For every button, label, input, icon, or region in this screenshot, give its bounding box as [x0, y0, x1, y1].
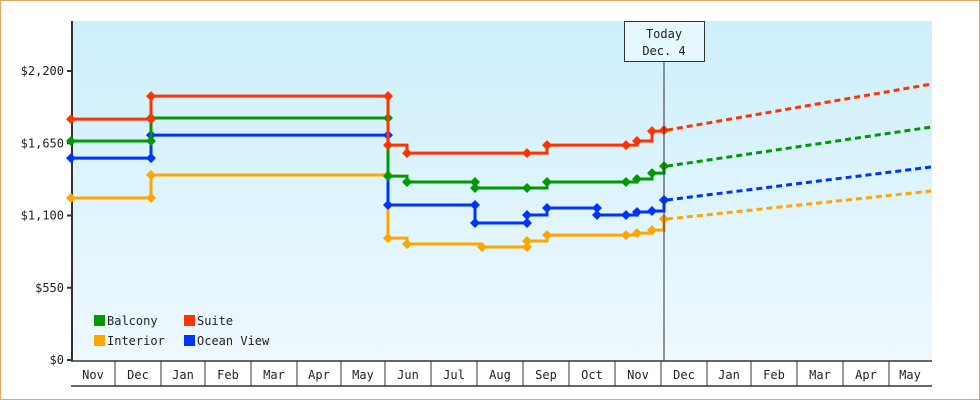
interior-point-marker[interactable]: [383, 233, 393, 244]
interior-point-marker[interactable]: [632, 228, 642, 239]
x-tick-label: Mar: [809, 368, 831, 382]
legend-label: Interior: [107, 334, 165, 348]
suite-point-marker[interactable]: [621, 140, 631, 151]
balcony-point-marker[interactable]: [542, 177, 552, 188]
legend-item-balcony[interactable]: Balcony: [94, 314, 158, 328]
balcony-point-marker[interactable]: [647, 168, 657, 179]
balcony-point-marker[interactable]: [66, 136, 76, 147]
legend-label: Balcony: [107, 314, 158, 328]
suite-point-marker[interactable]: [632, 136, 642, 147]
today-label: Today: [646, 27, 682, 41]
x-tick-label: Jul: [443, 368, 465, 382]
suite-point-marker[interactable]: [647, 126, 657, 137]
today-box: [624, 21, 705, 62]
y-tick-label: $0: [50, 353, 64, 367]
x-tick-label: Mar: [263, 368, 285, 382]
series-suite: [66, 82, 932, 159]
balcony-point-marker[interactable]: [402, 177, 412, 188]
x-tick-label: Nov: [627, 368, 649, 382]
suite-point-marker[interactable]: [402, 148, 412, 159]
legend-swatch: [94, 315, 105, 326]
ocean-view-point-marker[interactable]: [470, 199, 480, 210]
interior-point-marker[interactable]: [522, 242, 532, 253]
suite-point-marker[interactable]: [383, 140, 393, 151]
ocean-view-point-marker[interactable]: [592, 209, 602, 220]
suite-forecast-line: [666, 82, 932, 132]
interior-point-marker[interactable]: [522, 235, 532, 246]
legend-label: Ocean View: [197, 334, 270, 348]
balcony-point-marker[interactable]: [470, 177, 480, 188]
legend-item-interior[interactable]: Interior: [94, 334, 165, 348]
balcony-point-marker[interactable]: [470, 183, 480, 194]
today-marker: Today Dec. 4: [624, 21, 705, 361]
interior-forecast-line: [666, 189, 932, 221]
balcony-point-marker[interactable]: [632, 173, 642, 184]
x-tick-label: Aug: [489, 368, 511, 382]
suite-history-line: [71, 94, 666, 155]
suite-point-marker[interactable]: [66, 114, 76, 125]
ocean-view-point-marker[interactable]: [383, 199, 393, 210]
interior-point-marker[interactable]: [477, 242, 487, 253]
legend-item-suite[interactable]: Suite: [184, 314, 233, 328]
interior-point-marker[interactable]: [66, 193, 76, 204]
x-tick-label: Feb: [217, 368, 239, 382]
y-tick-label: $1,100: [21, 209, 64, 223]
x-tick-label: May: [899, 368, 921, 382]
x-tick-label: Sep: [535, 368, 557, 382]
y-tick-label: $550: [35, 281, 64, 295]
x-tick-label: Nov: [82, 368, 104, 382]
balcony-forecast-line: [666, 125, 932, 168]
today-date: Dec. 4: [642, 44, 685, 58]
balcony-point-marker[interactable]: [621, 177, 631, 188]
x-tick-label: Dec: [127, 368, 149, 382]
plot-area: [72, 21, 932, 360]
suite-point-marker[interactable]: [146, 91, 156, 102]
interior-point-marker[interactable]: [542, 230, 552, 241]
legend-item-ocean-view[interactable]: Ocean View: [184, 334, 270, 348]
suite-point-marker[interactable]: [383, 91, 393, 102]
x-tick-label: Apr: [308, 368, 330, 382]
balcony-point-marker[interactable]: [146, 136, 156, 147]
legend-swatch: [94, 335, 105, 346]
ocean-view-point-marker[interactable]: [522, 217, 532, 228]
legend: Balcony Suite Interior Ocean View: [94, 314, 270, 348]
interior-point-marker[interactable]: [621, 230, 631, 241]
x-tick-label: Apr: [855, 368, 877, 382]
balcony-point-marker[interactable]: [522, 183, 532, 194]
ocean-view-point-marker[interactable]: [632, 206, 642, 217]
x-tick-label: Jan: [718, 368, 740, 382]
x-tick-label: Dec: [673, 368, 695, 382]
interior-point-marker[interactable]: [146, 170, 156, 181]
balcony-point-marker[interactable]: [383, 171, 393, 182]
legend-swatch: [184, 335, 195, 346]
legend-swatch: [184, 315, 195, 326]
ocean-view-point-marker[interactable]: [66, 153, 76, 164]
y-tick-label: $1,650: [21, 136, 64, 150]
ocean-view-point-marker[interactable]: [146, 153, 156, 164]
x-tick-label: May: [352, 368, 374, 382]
legend-label: Suite: [197, 314, 233, 328]
suite-point-marker[interactable]: [542, 140, 552, 151]
ocean-view-point-marker[interactable]: [542, 203, 552, 214]
ocean-view-point-marker[interactable]: [592, 203, 602, 214]
ocean-view-point-marker[interactable]: [522, 209, 532, 220]
ocean-view-point-marker[interactable]: [647, 206, 657, 217]
x-tick-label: Jun: [397, 368, 419, 382]
suite-point-marker[interactable]: [146, 114, 156, 125]
suite-point-marker[interactable]: [522, 148, 532, 159]
x-tick-label: Oct: [581, 368, 603, 382]
interior-point-marker[interactable]: [402, 239, 412, 250]
ocean-view-point-marker[interactable]: [470, 217, 480, 228]
interior-point-marker[interactable]: [647, 225, 657, 236]
x-tick-label: Feb: [763, 368, 785, 382]
x-tick-label: Jan: [172, 368, 194, 382]
y-tick-label: $2,200: [21, 64, 64, 78]
interior-point-marker[interactable]: [146, 193, 156, 204]
ocean-view-forecast-line: [666, 165, 932, 202]
axes: $0 $550 $1,100 $1,650 $2,200 Nov Dec Jan Feb Mar A…: [21, 21, 932, 387]
ocean-view-point-marker[interactable]: [621, 209, 631, 220]
